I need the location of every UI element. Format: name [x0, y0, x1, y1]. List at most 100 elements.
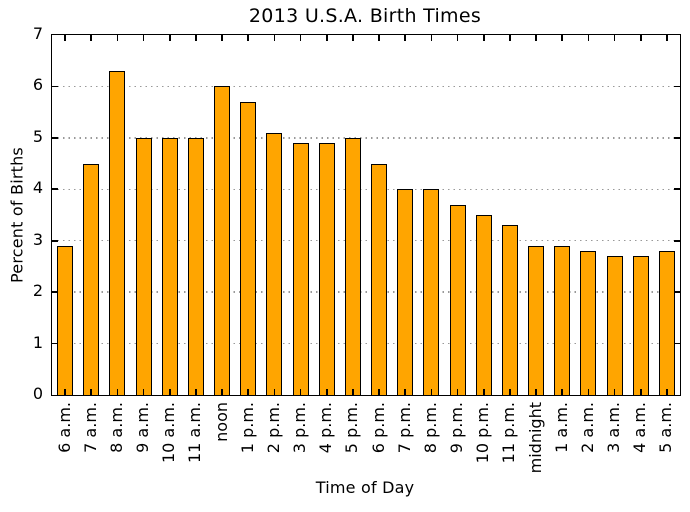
- x-tick-label-text: 1 a.m.: [551, 402, 571, 453]
- x-tick-label: 7 p.m.: [393, 402, 415, 494]
- x-tick-top: [666, 35, 668, 41]
- chart-title: 2013 U.S.A. Birth Times: [248, 5, 482, 27]
- x-tick-label-text: midnight: [525, 402, 545, 474]
- x-tick-label: 3 p.m.: [289, 402, 311, 494]
- y-tick-right: [674, 239, 680, 242]
- x-tick-label: 6 a.m.: [53, 402, 75, 494]
- x-tick-label: 8 a.m.: [105, 402, 127, 494]
- x-tick-bottom: [299, 389, 302, 395]
- bar: [109, 71, 126, 395]
- x-tick-label: 2 a.m.: [576, 402, 598, 494]
- bar: [658, 251, 675, 395]
- x-tick-bottom: [221, 389, 223, 395]
- bar: [83, 163, 100, 395]
- x-tick-bottom: [509, 389, 511, 395]
- x-tick-label-text: noon: [211, 402, 231, 442]
- x-tick-label: noon: [210, 402, 232, 494]
- x-tick-label: 6 p.m.: [367, 402, 389, 494]
- x-tick-top: [430, 35, 433, 41]
- bar: [501, 225, 518, 395]
- gridline: [52, 239, 680, 242]
- bar: [266, 132, 283, 395]
- x-tick-bottom: [456, 389, 459, 395]
- x-tick-label-text: 8 p.m.: [420, 402, 440, 454]
- x-tick-top: [561, 35, 564, 41]
- gridline: [52, 291, 680, 293]
- bar: [580, 251, 597, 395]
- plot-area: [51, 34, 681, 396]
- x-tick-bottom: [587, 389, 590, 395]
- x-tick-top: [535, 35, 537, 41]
- x-tick-bottom: [90, 389, 93, 395]
- x-tick-top: [404, 35, 407, 41]
- x-tick-bottom: [613, 389, 616, 395]
- x-tick-bottom: [404, 389, 407, 395]
- x-tick-bottom: [639, 389, 642, 395]
- x-tick-label: 4 p.m.: [315, 402, 337, 494]
- bar: [214, 86, 231, 395]
- x-tick-label-text: 10 a.m.: [159, 402, 179, 464]
- x-tick-label: 10 p.m.: [472, 402, 494, 494]
- y-tick-left: [52, 137, 58, 139]
- x-tick-top: [195, 35, 197, 41]
- x-tick-label-text: 5 a.m.: [656, 402, 676, 453]
- bar: [135, 137, 152, 395]
- x-tick-bottom: [64, 389, 66, 395]
- y-tick-left: [52, 188, 58, 191]
- y-tick-label: 2: [32, 281, 43, 301]
- x-tick-bottom: [482, 389, 485, 395]
- x-tick-top: [325, 35, 328, 41]
- bar: [554, 245, 571, 395]
- x-tick-label-text: 6 a.m.: [54, 402, 74, 453]
- bar: [449, 204, 466, 395]
- x-tick-label-text: 1 p.m.: [237, 402, 257, 454]
- x-tick-bottom: [561, 389, 564, 395]
- y-tick-left: [52, 239, 58, 242]
- x-tick-label-text: 4 p.m.: [316, 402, 336, 454]
- bar: [475, 215, 492, 395]
- x-tick-bottom: [430, 389, 433, 395]
- x-tick-top: [116, 35, 119, 41]
- x-tick-label: 1 p.m.: [236, 402, 258, 494]
- x-tick-label: 11 p.m.: [498, 402, 520, 494]
- y-tick-label: 1: [32, 332, 43, 352]
- x-tick-label-text: 2 p.m.: [263, 402, 283, 454]
- x-tick-label: 5 a.m.: [655, 402, 677, 494]
- x-axis-label: Time of Day: [315, 478, 415, 497]
- y-tick-right: [674, 137, 680, 139]
- bar: [318, 143, 335, 395]
- y-tick-right: [674, 291, 680, 293]
- x-tick-label-text: 11 p.m.: [499, 402, 519, 464]
- x-tick-top: [273, 35, 276, 41]
- bar: [292, 143, 309, 395]
- bar: [423, 189, 440, 395]
- x-tick-label-text: 4 a.m.: [630, 402, 650, 453]
- bar: [57, 245, 74, 395]
- gridline: [52, 137, 680, 139]
- x-tick-bottom: [168, 389, 171, 395]
- x-tick-label: 10 a.m.: [158, 402, 180, 494]
- y-tick-label: 6: [32, 75, 43, 95]
- x-tick-label-text: 8 a.m.: [106, 402, 126, 453]
- y-tick-label: 7: [32, 24, 43, 43]
- y-tick-label: 0: [32, 384, 43, 403]
- y-tick-right: [674, 85, 680, 88]
- gridline: [52, 342, 680, 345]
- x-tick-top: [299, 35, 302, 41]
- y-tick-right: [674, 342, 680, 345]
- x-tick-label-text: 7 p.m.: [394, 402, 414, 454]
- gridline: [52, 188, 680, 191]
- x-tick-label: 4 a.m.: [629, 402, 651, 494]
- x-tick-bottom: [247, 389, 250, 395]
- bar: [344, 137, 361, 395]
- x-tick-top: [456, 35, 459, 41]
- y-tick-left: [52, 291, 58, 293]
- x-tick-bottom: [378, 389, 380, 395]
- bar: [240, 101, 257, 395]
- x-tick-label-text: 7 a.m.: [80, 402, 100, 453]
- x-tick-top: [613, 35, 616, 41]
- x-tick-label: 9 a.m.: [132, 402, 154, 494]
- x-tick-bottom: [666, 389, 668, 395]
- y-tick-label: 4: [32, 178, 43, 198]
- x-tick-label: 9 p.m.: [446, 402, 468, 494]
